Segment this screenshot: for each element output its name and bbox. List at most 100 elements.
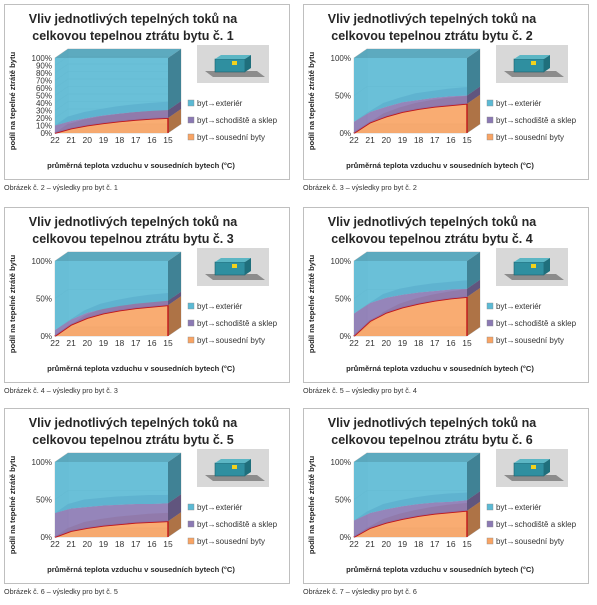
series-area-3 xyxy=(55,462,168,513)
building-roof xyxy=(215,258,251,262)
y-tick-label: 100% xyxy=(331,54,351,63)
x-tick-label: 16 xyxy=(147,135,157,145)
legend-label: byt→schodiště a sklep xyxy=(496,520,577,529)
y-tick-label: 0% xyxy=(40,332,52,341)
series-end-2 xyxy=(168,101,181,118)
series-area-2 xyxy=(354,500,467,537)
x-tick-label: 22 xyxy=(50,135,60,145)
x-tick-label: 21 xyxy=(365,539,375,549)
series-end-2 xyxy=(168,291,181,306)
chart-panel: Vliv jednotlivých tepelných toků na celko… xyxy=(0,203,294,404)
chart-frame: Vliv jednotlivých tepelných toků na celko… xyxy=(303,4,589,180)
x-tick-label: 21 xyxy=(365,135,375,145)
chart-frame: Vliv jednotlivých tepelných toků na celko… xyxy=(4,4,290,180)
x-tick-label: 20 xyxy=(83,338,93,348)
x-tick-label: 20 xyxy=(83,135,93,145)
series-end-1 xyxy=(467,288,480,336)
building-block xyxy=(513,261,545,276)
series-area-1 xyxy=(55,118,168,133)
series-area-2 xyxy=(354,95,467,133)
highlighted-apartment xyxy=(531,465,536,469)
chart-panel: Vliv jednotlivých tepelných toků na celko… xyxy=(299,0,593,201)
building-block xyxy=(214,462,246,477)
legend-label: byt→exteriér xyxy=(197,99,243,108)
chart-title: Vliv jednotlivých tepelných toků na xyxy=(29,416,238,430)
y-tick-label: 50% xyxy=(36,496,52,505)
figure-caption: Obrázek č. 6 – výsledky pro byt č. 5 xyxy=(4,587,118,596)
legend-swatch xyxy=(187,503,195,511)
x-tick-label: 15 xyxy=(462,338,472,348)
chart-frame: Vliv jednotlivých tepelných toků na celko… xyxy=(4,207,290,383)
x-tick-label: 20 xyxy=(382,539,392,549)
series-area-1 xyxy=(354,510,467,537)
figure-caption: Obrázek č. 7 – výsledky pro byt č. 6 xyxy=(303,587,417,596)
area-chart: Vliv jednotlivých tepelných toků na celko… xyxy=(8,12,278,170)
x-tick-label: 20 xyxy=(83,539,93,549)
building-side xyxy=(544,258,550,275)
legend-label: byt→exteriér xyxy=(496,503,542,512)
legend-label: byt→sousední byty xyxy=(496,336,564,345)
building-ground xyxy=(205,475,265,481)
x-tick-label: 22 xyxy=(349,135,359,145)
series-area-1 xyxy=(55,305,168,336)
series-end-3 xyxy=(168,252,181,301)
y-tick-label: 0% xyxy=(40,533,52,542)
y-axis-title: podíl na tepelné ztrátě bytu xyxy=(307,455,316,554)
chart-title: celkovou tepelnou ztrátu bytu č. 5 xyxy=(32,433,233,447)
x-tick-label: 19 xyxy=(99,135,109,145)
building-roof xyxy=(514,55,550,59)
x-tick-label: 17 xyxy=(430,539,440,549)
chart-title: celkovou tepelnou ztrátu bytu č. 6 xyxy=(331,433,532,447)
series-top-3 xyxy=(354,453,480,462)
series-top-3 xyxy=(55,252,181,261)
highlighted-apartment xyxy=(232,264,237,268)
x-tick-label: 18 xyxy=(414,338,424,348)
building-roof xyxy=(215,55,251,59)
series-top-3 xyxy=(354,49,480,58)
legend-label: byt→exteriér xyxy=(496,302,542,311)
chart-panel: Vliv jednotlivých tepelných toků na celko… xyxy=(0,404,294,605)
legend-label: byt→exteriér xyxy=(197,503,243,512)
legend-swatch xyxy=(486,319,494,327)
chart-panel: Vliv jednotlivých tepelných toků na celko… xyxy=(299,404,593,605)
x-axis-title: průměrná teplota vzduchu v sousedních by… xyxy=(47,565,235,574)
legend-label: byt→sousední byty xyxy=(197,537,265,546)
legend-swatch xyxy=(187,319,195,327)
chart-frame: Vliv jednotlivých tepelných toků na celko… xyxy=(303,408,589,584)
area-chart: Vliv jednotlivých tepelných toků na celko… xyxy=(8,215,278,373)
area-chart: Vliv jednotlivých tepelných toků na celko… xyxy=(307,215,577,373)
building-ground xyxy=(504,71,564,77)
series-end-1 xyxy=(467,501,480,537)
series-end-1 xyxy=(168,296,181,336)
y-axis-title: podíl na tepelné ztrátě bytu xyxy=(8,455,17,554)
chart-title: Vliv jednotlivých tepelných toků na xyxy=(328,416,537,430)
area-chart: Vliv jednotlivých tepelných toků na celko… xyxy=(307,416,577,574)
legend-swatch xyxy=(486,302,494,310)
legend-swatch xyxy=(187,99,195,107)
x-tick-label: 16 xyxy=(446,135,456,145)
x-tick-label: 18 xyxy=(414,539,424,549)
x-tick-label: 18 xyxy=(115,539,125,549)
legend-swatch xyxy=(486,537,494,545)
legend-label: byt→sousední byty xyxy=(197,336,265,345)
figure-caption: Obrázek č. 2 – výsledky pro byt č. 1 xyxy=(4,183,118,192)
legend-swatch xyxy=(486,116,494,124)
y-tick-label: 100% xyxy=(331,458,351,467)
chart-panel: Vliv jednotlivých tepelných toků na celko… xyxy=(0,0,294,201)
series-end-3 xyxy=(467,252,480,289)
legend-swatch xyxy=(486,99,494,107)
x-tick-label: 22 xyxy=(349,338,359,348)
x-tick-label: 15 xyxy=(462,135,472,145)
area-chart: Vliv jednotlivých tepelných toků na celko… xyxy=(8,416,278,574)
x-axis-title: průměrná teplota vzduchu v sousedních by… xyxy=(47,161,235,170)
x-tick-label: 21 xyxy=(66,135,76,145)
x-tick-label: 21 xyxy=(365,338,375,348)
x-tick-label: 17 xyxy=(430,338,440,348)
series-area-2 xyxy=(55,110,168,133)
series-end-2 xyxy=(467,491,480,511)
series-area-2 xyxy=(354,288,467,336)
building-ground xyxy=(504,274,564,280)
legend-swatch xyxy=(486,520,494,528)
x-tick-label: 15 xyxy=(163,135,173,145)
y-tick-label: 100% xyxy=(331,257,351,266)
